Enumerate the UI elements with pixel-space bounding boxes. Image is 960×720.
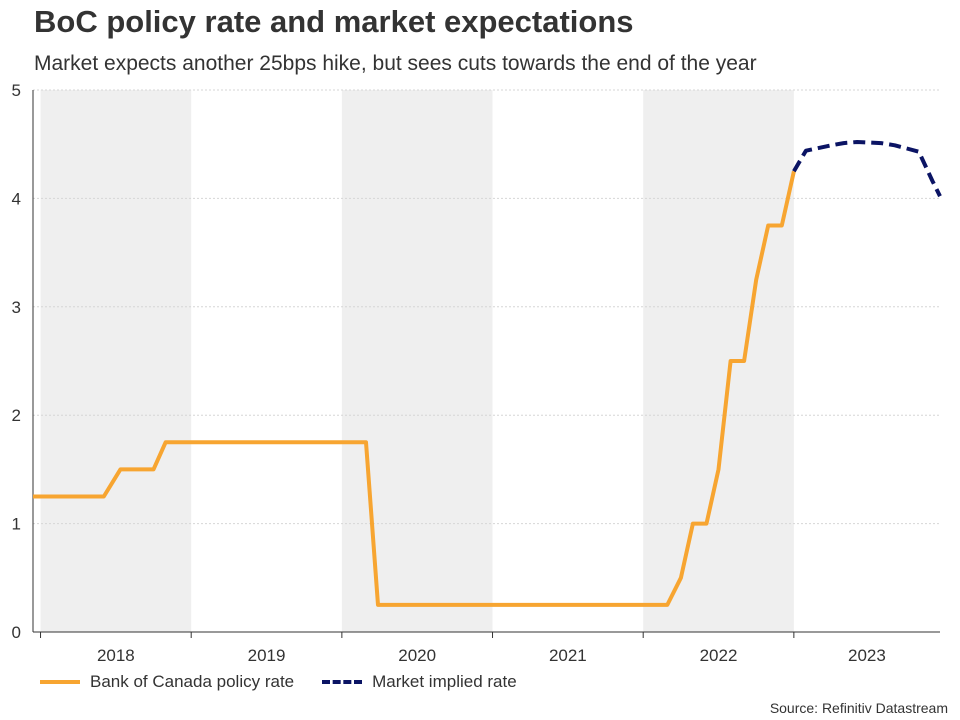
source-note: Source: Refinitiv Datastream bbox=[769, 700, 948, 716]
x-tick-label-2018: 2018 bbox=[97, 646, 135, 665]
shaded-band-2018 bbox=[40, 90, 192, 632]
legend-swatch-market-rate bbox=[322, 680, 363, 684]
y-tick-label-5: 5 bbox=[12, 81, 21, 100]
legend-item-market-rate: Market implied rate bbox=[322, 672, 517, 692]
x-tick-label-2022: 2022 bbox=[700, 646, 738, 665]
x-tick-label-2021: 2021 bbox=[549, 646, 587, 665]
series-line-policy-rate bbox=[33, 170, 796, 607]
shaded-band-2020 bbox=[341, 90, 493, 632]
y-tick-label-4: 4 bbox=[12, 189, 21, 208]
y-tick-label-0: 0 bbox=[12, 623, 21, 642]
chart-subtitle: Market expects another 25bps hike, but s… bbox=[34, 52, 757, 75]
y-tick-label-2: 2 bbox=[12, 406, 21, 425]
legend-label-policy-rate: Bank of Canada policy rate bbox=[90, 672, 295, 691]
x-tick-label-2020: 2020 bbox=[398, 646, 436, 665]
legend-label-market-rate: Market implied rate bbox=[372, 672, 517, 691]
x-tick-label-2019: 2019 bbox=[248, 646, 286, 665]
shaded-band-2022 bbox=[643, 90, 794, 632]
legend-item-policy-rate: Bank of Canada policy rate bbox=[40, 672, 294, 692]
chart-title: BoC policy rate and market expectations bbox=[34, 4, 634, 39]
legend: Bank of Canada policy rate Market implie… bbox=[40, 672, 545, 692]
legend-swatch-policy-rate bbox=[40, 680, 80, 684]
y-tick-label-3: 3 bbox=[12, 298, 21, 317]
x-tick-label-2023: 2023 bbox=[848, 646, 886, 665]
series-line-market-rate bbox=[792, 140, 942, 198]
y-tick-label-1: 1 bbox=[12, 515, 21, 534]
